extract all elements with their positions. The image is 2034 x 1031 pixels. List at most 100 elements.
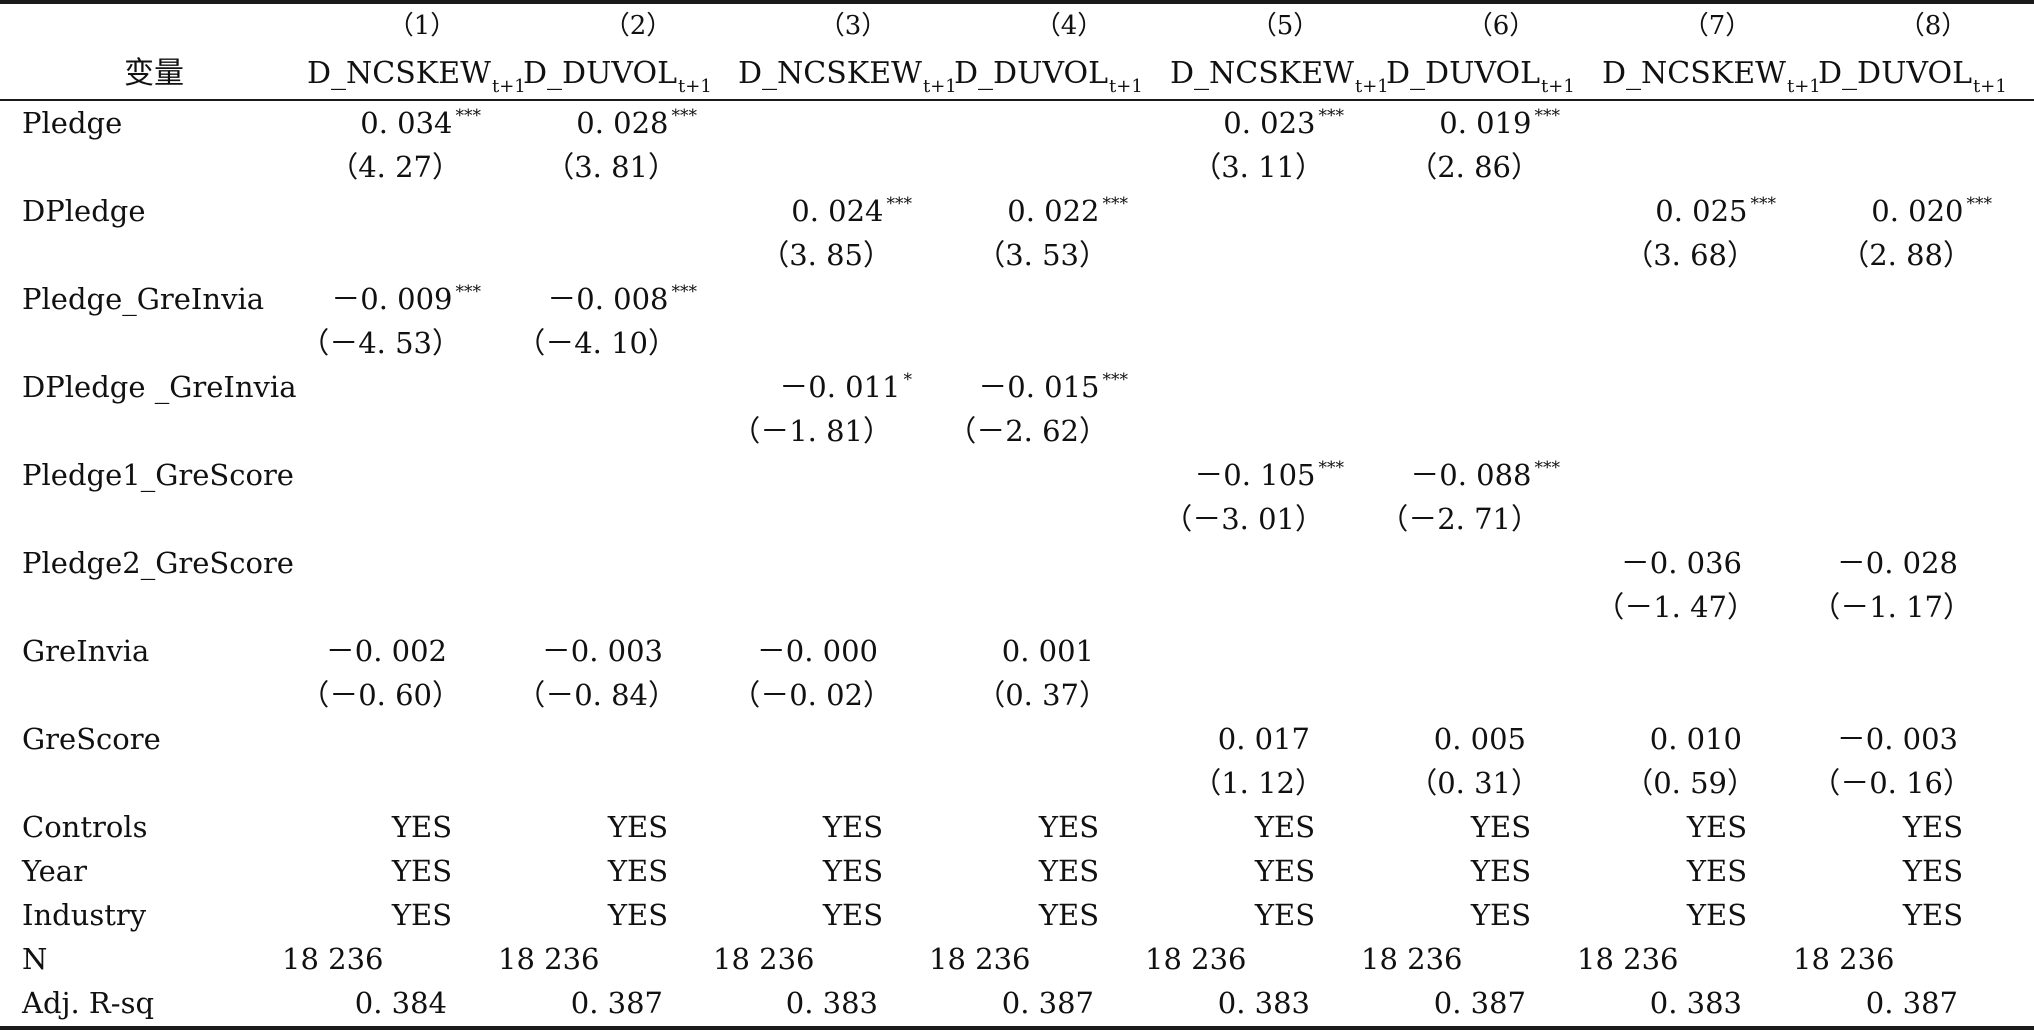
t-statistic-cell: （－2. 71） bbox=[1379, 502, 1540, 536]
coefficient-value: －0. 003 bbox=[541, 634, 663, 668]
significance-stars: *** bbox=[671, 282, 698, 302]
t-statistic-cell: （－1. 81） bbox=[731, 414, 892, 448]
adjusted-r-squared-cell: 0. 383 bbox=[1649, 986, 1742, 1020]
t-statistic-cell: （－0. 60） bbox=[300, 678, 461, 712]
coefficient-cell: 0. 001 bbox=[1002, 633, 1094, 669]
adjusted-r-squared-cell: 0. 387 bbox=[570, 986, 663, 1020]
coefficient-cell: 0. 024 *** bbox=[791, 193, 912, 234]
column-header-subscript: t+1 bbox=[1354, 76, 1389, 97]
control-indicator-cell: YES bbox=[1254, 898, 1316, 932]
coefficient-cell: －0. 036 bbox=[1621, 545, 1742, 581]
column-header-name: D_NCSKEW bbox=[738, 56, 922, 91]
control-indicator-cell: YES bbox=[822, 810, 884, 844]
coefficient-value: －0. 015 bbox=[978, 370, 1100, 404]
coefficient-cell: －0. 003 bbox=[542, 633, 663, 669]
t-statistic-cell: （－2. 62） bbox=[947, 414, 1108, 448]
row-label: Year bbox=[22, 854, 87, 888]
coefficient-value: －0. 003 bbox=[1836, 722, 1958, 756]
t-statistic-cell: （－0. 84） bbox=[516, 678, 677, 712]
column-header-name: D_NCSKEW bbox=[1170, 56, 1354, 91]
t-statistic-cell: （－1. 17） bbox=[1811, 590, 1972, 624]
control-indicator-cell: YES bbox=[1686, 854, 1748, 888]
column-header-subscript: t+1 bbox=[491, 76, 526, 97]
control-indicator-cell: YES bbox=[391, 898, 453, 932]
t-statistic-cell: （3. 81） bbox=[545, 150, 677, 184]
row-label: Pledge bbox=[22, 106, 123, 140]
coefficient-cell: 0. 017 bbox=[1218, 721, 1310, 757]
coefficient-value: 0. 024 bbox=[791, 194, 884, 228]
t-statistic-cell: （4. 27） bbox=[329, 150, 461, 184]
significance-stars: *** bbox=[455, 282, 482, 302]
t-statistic-cell: （2. 88） bbox=[1840, 238, 1972, 272]
significance-stars: *** bbox=[1534, 458, 1561, 478]
row-label: GreScore bbox=[22, 722, 161, 756]
control-indicator-cell: YES bbox=[1470, 898, 1532, 932]
header-rule bbox=[0, 99, 2034, 101]
coefficient-cell: 0. 028 *** bbox=[576, 105, 697, 146]
coefficient-value: 0. 019 bbox=[1439, 106, 1532, 140]
control-indicator-cell: YES bbox=[391, 810, 453, 844]
column-header: D_NCSKEWt+1 bbox=[738, 56, 958, 97]
t-statistic-cell: （－0. 16） bbox=[1811, 766, 1972, 800]
column-header-name: D_DUVOL bbox=[523, 56, 678, 91]
coefficient-value: 0. 017 bbox=[1217, 722, 1310, 756]
coefficient-value: 0. 005 bbox=[1433, 722, 1526, 756]
t-statistic-cell: （2. 86） bbox=[1408, 150, 1540, 184]
control-indicator-cell: YES bbox=[607, 854, 669, 888]
column-number: （6） bbox=[1466, 11, 1536, 41]
t-statistic-cell: （0. 37） bbox=[976, 678, 1108, 712]
observation-count-cell: 18 236 bbox=[713, 942, 815, 976]
control-indicator-cell: YES bbox=[607, 898, 669, 932]
coefficient-value: 0. 001 bbox=[1001, 634, 1094, 668]
coefficient-cell: 0. 034 *** bbox=[360, 105, 481, 146]
column-number: （1） bbox=[387, 11, 457, 41]
observation-count-cell: 18 236 bbox=[282, 942, 384, 976]
significance-stars: *** bbox=[1534, 106, 1561, 126]
significance-stars: *** bbox=[1318, 106, 1345, 126]
coefficient-cell: －0. 002 bbox=[326, 633, 447, 669]
coefficient-cell: 0. 025 *** bbox=[1655, 193, 1776, 234]
t-statistic-cell: （－4. 10） bbox=[516, 326, 677, 360]
row-label: DPledge _GreInvia bbox=[22, 370, 297, 404]
observation-count-cell: 18 236 bbox=[929, 942, 1031, 976]
column-number: （5） bbox=[1250, 11, 1320, 41]
row-label: Pledge_GreInvia bbox=[22, 282, 265, 316]
coefficient-value: 0. 028 bbox=[576, 106, 669, 140]
significance-stars: *** bbox=[671, 106, 698, 126]
adjusted-r-squared-cell: 0. 383 bbox=[1217, 986, 1310, 1020]
control-indicator-cell: YES bbox=[391, 854, 453, 888]
control-indicator-cell: YES bbox=[1902, 810, 1964, 844]
adjusted-r-squared-cell: 0. 384 bbox=[354, 986, 447, 1020]
t-statistic-cell: （－3. 01） bbox=[1163, 502, 1324, 536]
column-header-subscript: t+1 bbox=[1973, 76, 2007, 97]
coefficient-cell: 0. 019 *** bbox=[1439, 105, 1560, 146]
coefficient-value: 0. 023 bbox=[1223, 106, 1316, 140]
coefficient-value: －0. 036 bbox=[1620, 546, 1742, 580]
coefficient-value: －0. 011 bbox=[779, 370, 901, 404]
coefficient-cell: －0. 105 *** bbox=[1194, 457, 1344, 498]
observation-count-cell: 18 236 bbox=[1793, 942, 1895, 976]
adjusted-r-squared-cell: 0. 387 bbox=[1865, 986, 1958, 1020]
significance-stars: *** bbox=[455, 106, 482, 126]
coefficient-value: 0. 025 bbox=[1655, 194, 1748, 228]
row-label: Industry bbox=[22, 898, 147, 932]
control-indicator-cell: YES bbox=[1038, 854, 1100, 888]
control-indicator-cell: YES bbox=[1686, 898, 1748, 932]
column-header-name: D_DUVOL bbox=[1386, 56, 1541, 91]
control-indicator-cell: YES bbox=[1902, 854, 1964, 888]
coefficient-value: －0. 028 bbox=[1836, 546, 1958, 580]
control-indicator-cell: YES bbox=[1902, 898, 1964, 932]
t-statistic-cell: （0. 59） bbox=[1624, 766, 1756, 800]
coefficient-value: 0. 020 bbox=[1871, 194, 1964, 228]
column-header: D_NCSKEWt+1 bbox=[1170, 56, 1390, 97]
bottom-rule bbox=[0, 1026, 2034, 1030]
coefficient-cell: 0. 022 *** bbox=[1007, 193, 1128, 234]
observation-count-cell: 18 236 bbox=[1577, 942, 1679, 976]
coefficient-cell: 0. 005 bbox=[1434, 721, 1526, 757]
coefficient-cell: －0. 003 bbox=[1837, 721, 1958, 757]
column-number: （3） bbox=[818, 11, 888, 41]
row-label: Pledge1_GreScore bbox=[22, 458, 294, 492]
significance-stars: *** bbox=[1102, 194, 1129, 214]
t-statistic-cell: （－4. 53） bbox=[300, 326, 461, 360]
coefficient-cell: －0. 088 *** bbox=[1410, 457, 1560, 498]
